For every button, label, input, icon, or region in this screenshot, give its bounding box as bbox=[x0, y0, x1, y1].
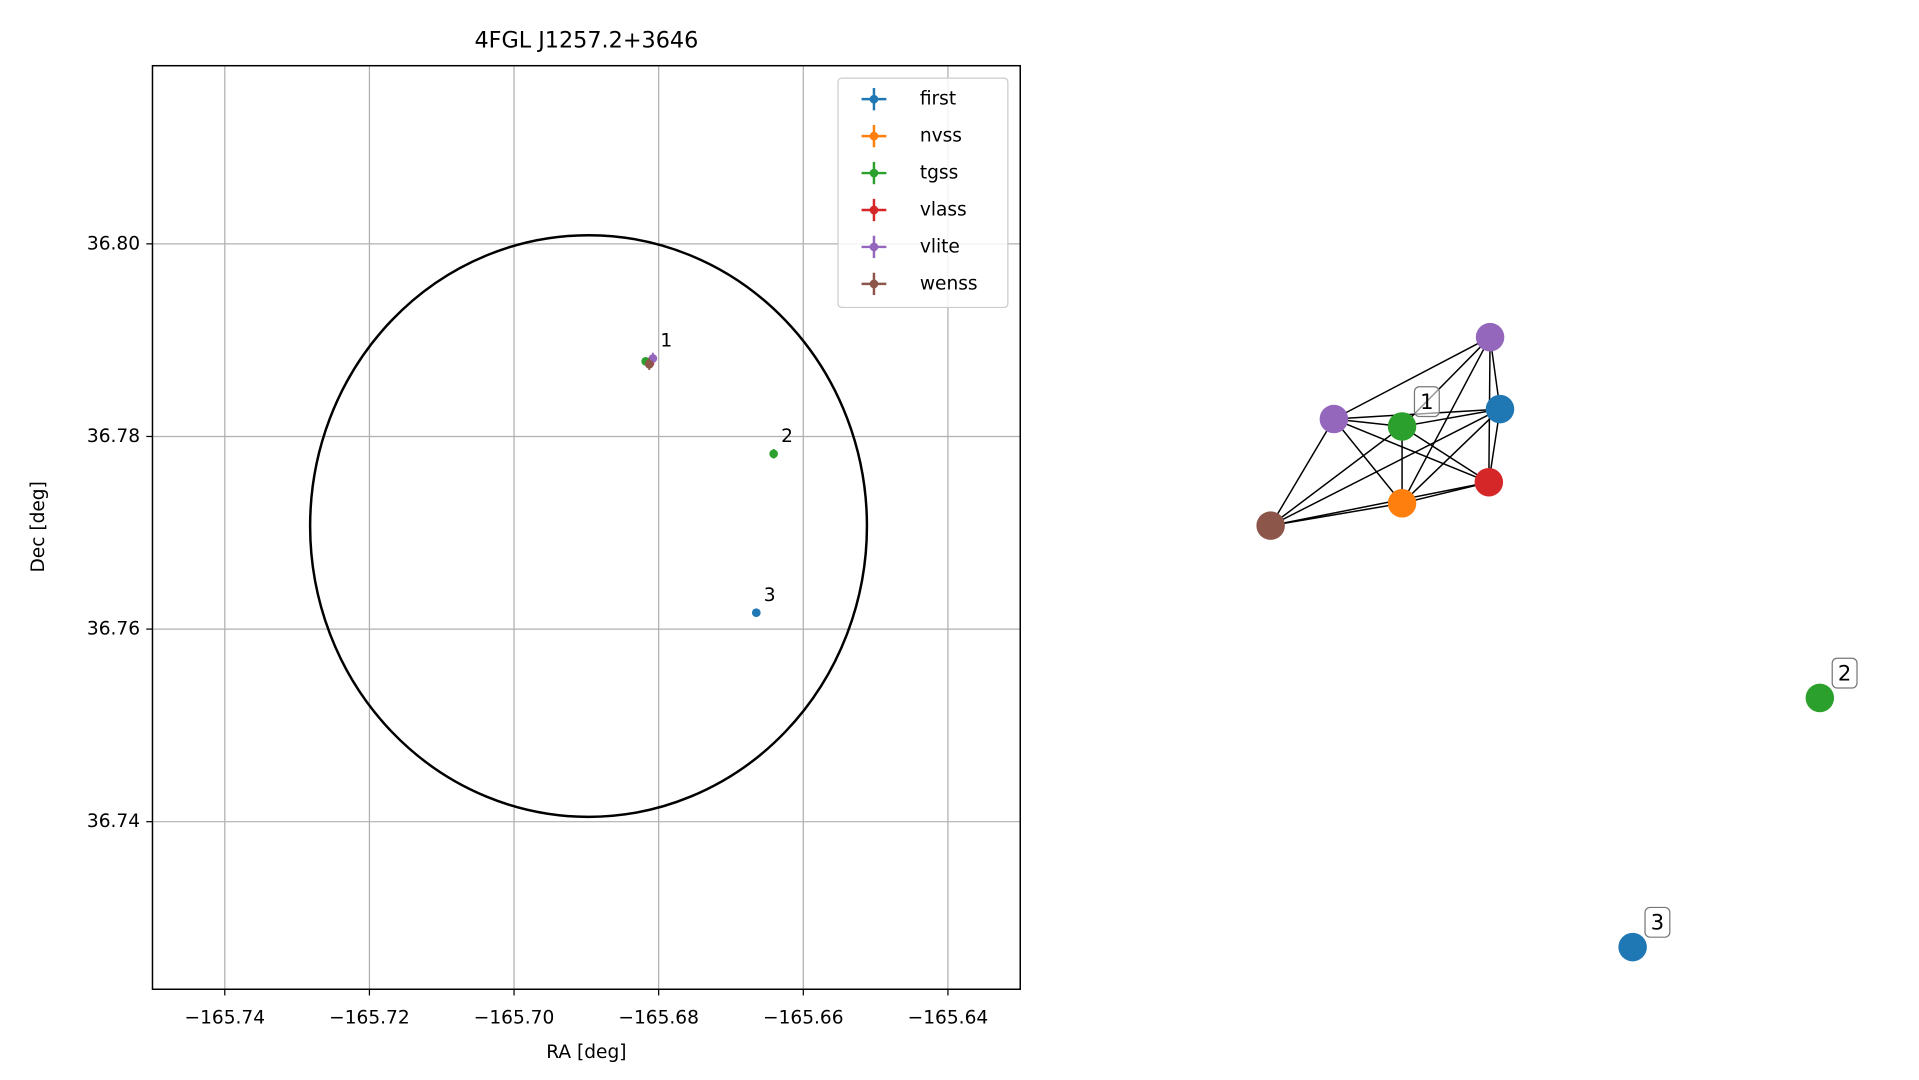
y-tick-label: 36.74 bbox=[87, 811, 140, 832]
legend-label: vlass bbox=[920, 200, 967, 221]
legend-marker bbox=[869, 131, 879, 141]
edge bbox=[1333, 336, 1491, 420]
edge bbox=[1270, 481, 1489, 527]
edge bbox=[1401, 408, 1501, 504]
chart-title: 4FGL J1257.2+3646 bbox=[474, 27, 698, 53]
node bbox=[1475, 322, 1505, 352]
x-axis-label: RA [deg] bbox=[546, 1042, 626, 1063]
node-label: 2 bbox=[1838, 660, 1851, 685]
node bbox=[1256, 511, 1285, 540]
source-label: 3 bbox=[764, 585, 776, 606]
node bbox=[1387, 489, 1417, 518]
edge bbox=[1401, 336, 1491, 504]
y-tick-label: 36.78 bbox=[87, 426, 140, 447]
legend-label: tgss bbox=[920, 163, 958, 184]
x-tick-label: −165.66 bbox=[763, 1007, 844, 1028]
node-label: 1 bbox=[1420, 389, 1433, 414]
point bbox=[644, 359, 654, 369]
node bbox=[1319, 404, 1349, 434]
edge bbox=[1333, 418, 1403, 504]
node bbox=[1387, 412, 1417, 441]
source-label: 1 bbox=[660, 331, 672, 352]
node bbox=[1485, 394, 1515, 424]
legend-label: first bbox=[920, 89, 956, 110]
point bbox=[751, 608, 761, 618]
y-axis-label: Dec [deg] bbox=[28, 481, 49, 572]
node bbox=[1474, 467, 1504, 497]
edge bbox=[1270, 418, 1335, 526]
x-tick-label: −165.68 bbox=[618, 1007, 699, 1028]
edge bbox=[1401, 408, 1501, 428]
x-tick-label: −165.64 bbox=[908, 1007, 989, 1028]
error-ellipse bbox=[308, 233, 869, 819]
node-label-box bbox=[1644, 906, 1671, 938]
node-label: 3 bbox=[1651, 910, 1664, 935]
plot-frame bbox=[151, 64, 1021, 990]
edge bbox=[1270, 425, 1403, 527]
edge bbox=[1333, 418, 1490, 483]
edge bbox=[1270, 502, 1403, 527]
legend-marker bbox=[869, 242, 879, 252]
legend-marker bbox=[869, 94, 879, 104]
x-tick-label: −165.74 bbox=[185, 1007, 266, 1028]
x-tick-label: −165.70 bbox=[474, 1007, 555, 1028]
source-label: 2 bbox=[781, 426, 793, 447]
x-tick-label: −165.72 bbox=[329, 1007, 410, 1028]
legend-label: vlite bbox=[920, 236, 960, 257]
legend-label: wenss bbox=[920, 273, 978, 294]
point bbox=[769, 449, 778, 459]
node-label-box bbox=[1413, 386, 1440, 418]
node-label-box bbox=[1831, 657, 1858, 689]
edge bbox=[1401, 425, 1490, 483]
node bbox=[1618, 932, 1647, 962]
edge bbox=[1270, 408, 1501, 527]
legend-label: nvss bbox=[920, 126, 962, 147]
legend-marker bbox=[869, 205, 879, 215]
legend-marker bbox=[869, 279, 879, 289]
node bbox=[1805, 683, 1835, 713]
y-tick-label: 36.80 bbox=[87, 233, 140, 254]
y-tick-label: 36.76 bbox=[87, 619, 140, 640]
legend-marker bbox=[869, 168, 879, 178]
